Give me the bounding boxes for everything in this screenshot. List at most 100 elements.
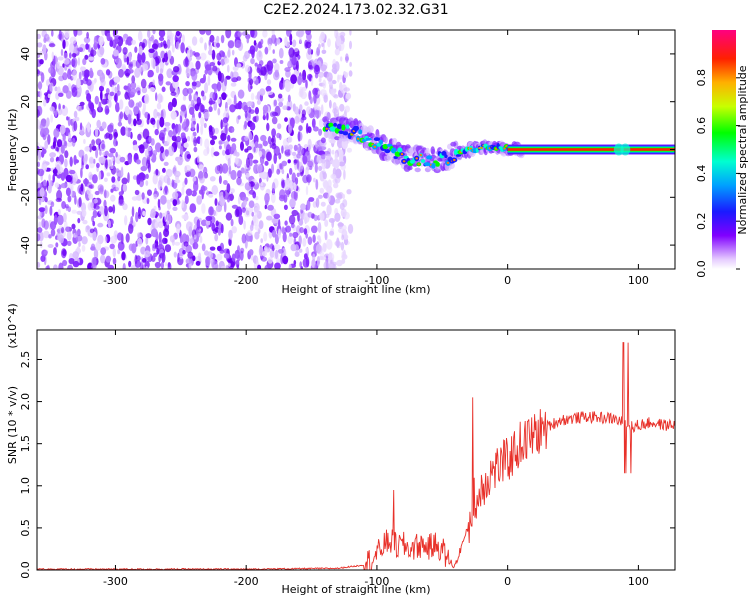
noise-blob bbox=[105, 88, 110, 94]
noise-blob bbox=[137, 213, 142, 219]
chart-title: C2E2.2024.173.02.32.G31 bbox=[263, 2, 448, 18]
noise-blob bbox=[208, 126, 215, 136]
noise-blob bbox=[155, 65, 160, 74]
noise-blob bbox=[80, 66, 86, 71]
noise-blob bbox=[181, 199, 185, 209]
noise-blob bbox=[138, 110, 141, 119]
noise-blob bbox=[307, 144, 311, 152]
noise-blob bbox=[307, 236, 313, 245]
noise-blob bbox=[242, 54, 248, 62]
noise-blob bbox=[117, 249, 120, 255]
noise-blob bbox=[248, 200, 255, 208]
noise-blob bbox=[328, 218, 336, 223]
noise-blob bbox=[205, 30, 212, 36]
noise-blob bbox=[86, 187, 92, 195]
noise-blob bbox=[135, 211, 139, 223]
noise-blob bbox=[86, 31, 89, 39]
noise-blob bbox=[201, 243, 206, 252]
signal-core bbox=[444, 154, 448, 158]
noise-blob bbox=[132, 140, 138, 146]
noise-blob bbox=[79, 122, 83, 131]
noise-blob bbox=[342, 193, 346, 200]
noise-blob bbox=[131, 39, 137, 45]
noise-blob bbox=[122, 203, 128, 211]
noise-blob bbox=[55, 197, 62, 203]
noise-blob bbox=[241, 196, 249, 202]
noise-blob bbox=[117, 121, 123, 127]
noise-blob bbox=[182, 95, 187, 101]
spectrogram-y-tick-label: 40 bbox=[19, 47, 32, 61]
noise-blob bbox=[71, 209, 77, 214]
noise-blob bbox=[194, 103, 200, 112]
noise-blob bbox=[48, 43, 56, 48]
noise-blob bbox=[136, 194, 142, 201]
noise-blob bbox=[118, 68, 124, 78]
noise-blob bbox=[332, 158, 340, 169]
noise-blob bbox=[233, 94, 237, 106]
noise-blob bbox=[64, 30, 70, 39]
noise-blob bbox=[295, 31, 299, 37]
noise-blob bbox=[157, 244, 165, 251]
noise-blob bbox=[99, 85, 104, 92]
noise-blob bbox=[85, 43, 89, 50]
noise-blob bbox=[101, 143, 105, 150]
noise-blob bbox=[125, 39, 128, 45]
noise-blob bbox=[110, 194, 116, 202]
noise-blob bbox=[149, 36, 153, 42]
noise-blob bbox=[50, 114, 53, 123]
noise-blob bbox=[73, 120, 78, 132]
noise-blob bbox=[165, 199, 171, 204]
noise-blob bbox=[66, 230, 72, 241]
noise-blob bbox=[83, 139, 86, 144]
noise-blob bbox=[210, 146, 215, 158]
noise-blob bbox=[284, 117, 288, 122]
noise-blob bbox=[62, 104, 65, 109]
noise-blob bbox=[69, 156, 73, 167]
noise-blob bbox=[112, 248, 117, 258]
noise-blob bbox=[234, 208, 240, 218]
noise-blob bbox=[67, 68, 72, 80]
noise-blob bbox=[180, 104, 186, 112]
noise-blob bbox=[298, 218, 304, 226]
noise-blob bbox=[215, 220, 219, 227]
noise-blob bbox=[259, 88, 266, 96]
noise-blob bbox=[250, 30, 255, 38]
noise-blob bbox=[145, 236, 149, 245]
noise-blob bbox=[62, 259, 68, 267]
noise-blob bbox=[147, 113, 151, 121]
noise-blob bbox=[108, 153, 114, 158]
noise-blob bbox=[294, 115, 300, 124]
noise-blob bbox=[203, 122, 207, 129]
noise-blob bbox=[254, 231, 260, 240]
noise-blob bbox=[262, 30, 268, 38]
noise-blob bbox=[345, 56, 349, 62]
noise-blob bbox=[40, 197, 44, 203]
noise-blob bbox=[287, 159, 291, 164]
snr-y-tick-label: 0.5 bbox=[19, 519, 32, 537]
spectrogram-x-ticks: -300 -200 -100 0 100 bbox=[103, 30, 649, 287]
noise-blob bbox=[164, 238, 168, 244]
noise-blob bbox=[117, 36, 124, 47]
noise-blob bbox=[270, 192, 276, 204]
noise-blob bbox=[142, 258, 147, 263]
noise-blob bbox=[39, 59, 44, 65]
noise-blob bbox=[55, 147, 59, 152]
noise-blob bbox=[256, 163, 263, 173]
noise-blob bbox=[208, 49, 213, 56]
noise-blob bbox=[343, 169, 346, 180]
signal-halo bbox=[425, 147, 430, 156]
noise-blob bbox=[131, 243, 137, 254]
noise-blob bbox=[52, 109, 59, 116]
noise-blob bbox=[105, 108, 110, 114]
noise-blob bbox=[296, 172, 300, 177]
noise-blob bbox=[60, 172, 65, 181]
noise-blob bbox=[144, 149, 150, 158]
noise-blob bbox=[230, 137, 237, 142]
noise-blob bbox=[37, 118, 41, 129]
noise-blob bbox=[65, 90, 72, 99]
noise-blob bbox=[116, 83, 120, 93]
noise-blob bbox=[63, 52, 68, 59]
noise-blob bbox=[277, 249, 284, 254]
noise-blob bbox=[120, 126, 126, 136]
noise-blob bbox=[294, 106, 299, 115]
